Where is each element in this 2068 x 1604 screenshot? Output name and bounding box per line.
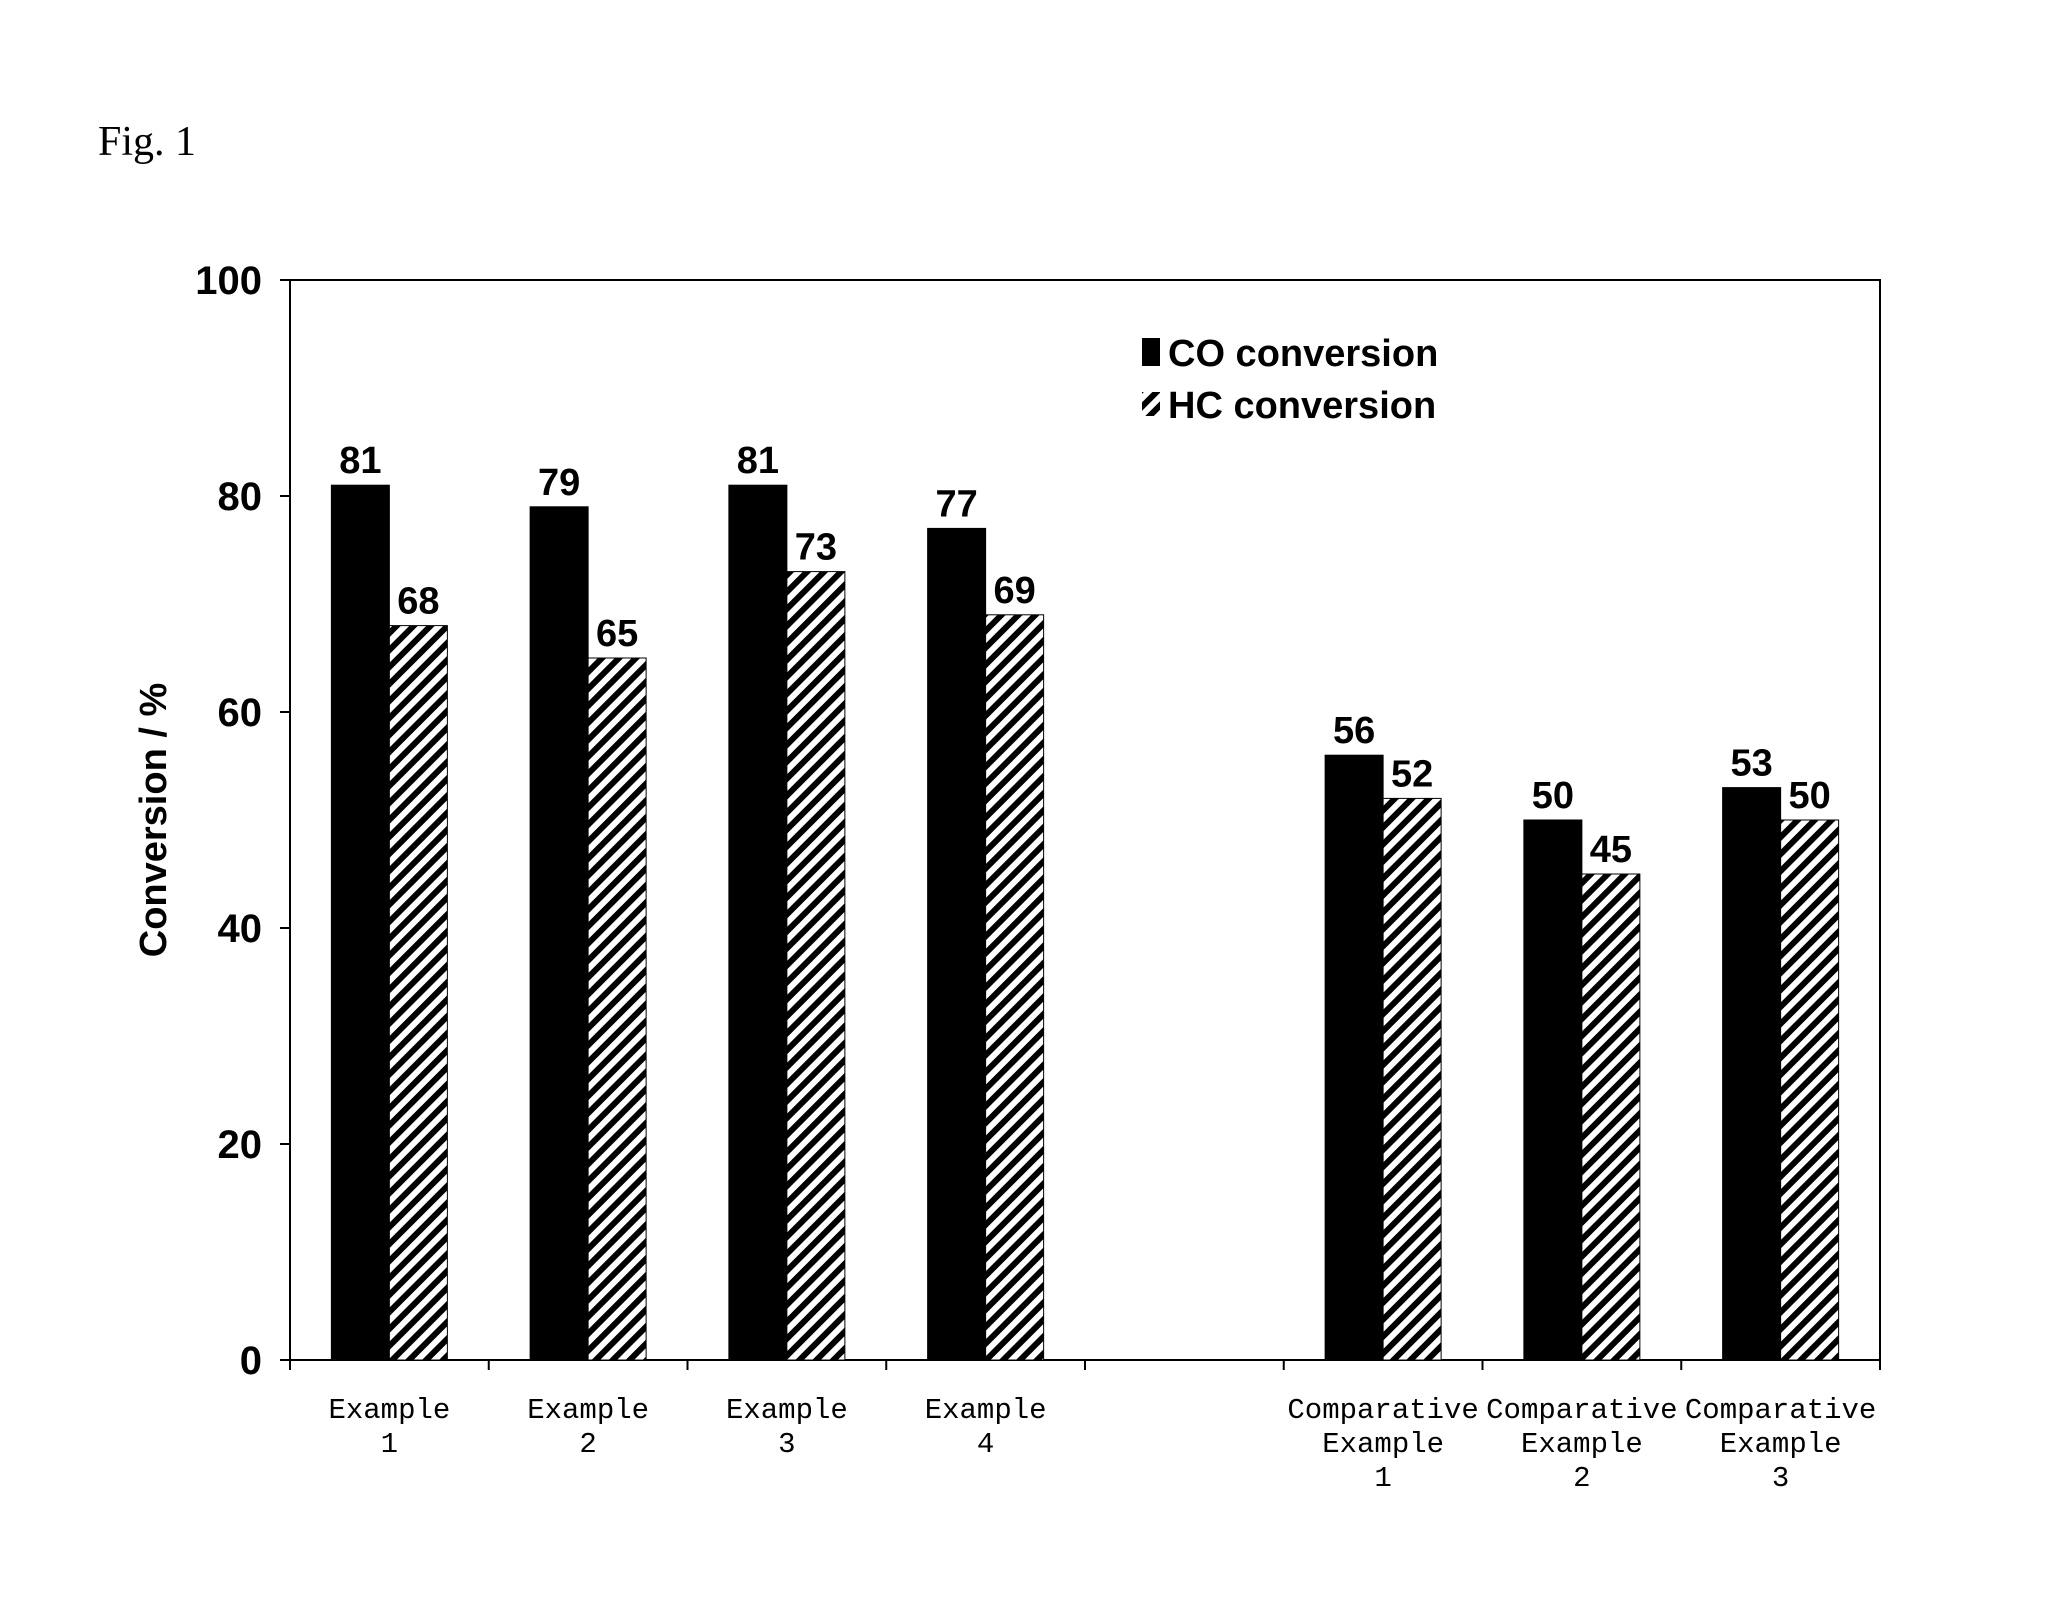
- category-label-line: 2: [1573, 1462, 1590, 1495]
- y-axis: 0 20 40 60 80 100: [195, 259, 290, 1383]
- data-label-co-2: 81: [737, 440, 779, 482]
- bar-co-0: [331, 485, 389, 1360]
- y-axis-title: Conversion / %: [133, 683, 175, 958]
- data-label-co-6: 50: [1532, 775, 1574, 817]
- category-label-line: Example: [925, 1394, 1047, 1427]
- bar-hc-0: [389, 626, 447, 1360]
- category-label-line: 2: [579, 1428, 596, 1461]
- category-label-line: Comparative: [1486, 1394, 1677, 1427]
- data-label-hc-6: 45: [1590, 829, 1632, 871]
- category-label-line: Example: [1521, 1428, 1643, 1461]
- category-label-line: 3: [778, 1428, 795, 1461]
- category-label-line: Example: [527, 1394, 649, 1427]
- bar-co-6: [1524, 820, 1582, 1360]
- data-label-co-0: 81: [339, 440, 381, 482]
- y-tick-label: 40: [218, 907, 263, 951]
- y-tick-label: 60: [218, 691, 263, 735]
- category-label-line: 3: [1772, 1462, 1789, 1495]
- legend: CO conversion HC conversion: [1142, 333, 1438, 427]
- category-label-line: 1: [381, 1428, 398, 1461]
- y-tick-label: 80: [218, 475, 263, 519]
- category-label-6: ComparativeExample2: [1486, 1394, 1677, 1495]
- bar-co-7: [1723, 788, 1781, 1360]
- category-label-line: Example: [1322, 1428, 1444, 1461]
- legend-label-co: CO conversion: [1168, 333, 1438, 375]
- legend-swatch-hc: [1142, 392, 1160, 416]
- category-label-line: 4: [977, 1428, 994, 1461]
- category-label-line: Example: [1720, 1428, 1842, 1461]
- category-label-3: Example4: [925, 1394, 1047, 1461]
- bars-group: [331, 485, 1838, 1360]
- category-labels-group: Example1Example2Example3Example4Comparat…: [328, 1394, 1876, 1495]
- bar-co-1: [530, 507, 588, 1360]
- bar-co-3: [928, 528, 986, 1360]
- category-label-line: 1: [1374, 1462, 1391, 1495]
- data-label-hc-1: 65: [596, 613, 638, 655]
- category-label-7: ComparativeExample3: [1685, 1394, 1876, 1495]
- data-label-hc-5: 52: [1391, 753, 1433, 795]
- data-label-co-5: 56: [1333, 710, 1375, 752]
- category-label-2: Example3: [726, 1394, 848, 1461]
- category-label-5: ComparativeExample1: [1287, 1394, 1478, 1495]
- data-label-co-7: 53: [1730, 743, 1772, 785]
- x-axis: [290, 1360, 1880, 1370]
- category-label-line: Example: [328, 1394, 450, 1427]
- data-label-hc-0: 68: [397, 581, 439, 623]
- y-tick-label: 0: [240, 1339, 262, 1383]
- legend-swatch-co: [1142, 338, 1160, 366]
- category-label-1: Example2: [527, 1394, 649, 1461]
- category-label-line: Example: [726, 1394, 848, 1427]
- category-label-line: Comparative: [1287, 1394, 1478, 1427]
- data-label-hc-2: 73: [795, 527, 837, 569]
- category-label-0: Example1: [328, 1394, 450, 1461]
- bar-co-2: [729, 485, 787, 1360]
- data-label-co-3: 77: [935, 483, 977, 525]
- data-label-hc-7: 50: [1788, 775, 1830, 817]
- data-label-co-1: 79: [538, 462, 580, 504]
- bar-hc-3: [986, 615, 1044, 1360]
- bar-hc-2: [787, 572, 845, 1360]
- bar-hc-6: [1582, 874, 1640, 1360]
- y-tick-label: 100: [195, 259, 262, 303]
- y-tick-label: 20: [218, 1123, 263, 1167]
- bar-co-5: [1325, 755, 1383, 1360]
- bar-hc-1: [588, 658, 646, 1360]
- legend-label-hc: HC conversion: [1168, 385, 1436, 427]
- plot-area-frame: [290, 280, 1880, 1360]
- bar-hc-5: [1383, 798, 1441, 1360]
- data-label-hc-3: 69: [993, 570, 1035, 612]
- category-label-line: Comparative: [1685, 1394, 1876, 1427]
- bar-hc-7: [1781, 820, 1839, 1360]
